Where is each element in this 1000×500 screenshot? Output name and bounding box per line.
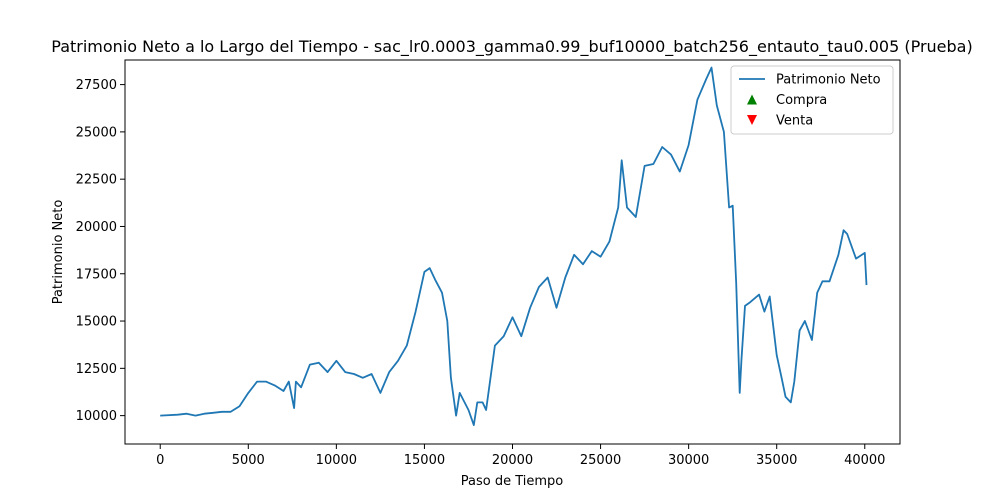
legend-buy-marker [747,94,757,105]
x-axis-label: Paso de Tiempo [461,474,564,489]
series-line-0 [160,66,868,427]
y-axis-label: Patrimonio Neto [51,200,66,305]
y-tick-label: 25000 [76,125,117,140]
x-tick-label: 30000 [668,453,709,468]
x-tick-label: 25000 [580,453,621,468]
x-axis: 0 5000 10000 15000 20000 25000 30000 35000 40000 [156,444,885,468]
x-tick-label: 0 [156,453,164,468]
legend-label: Compra [776,93,827,108]
y-tick-label: 10000 [76,409,117,424]
y-axis: 10000 12500 15000 17500 20000 22500 25000 27500 [76,78,125,424]
x-tick-label: 15000 [404,453,445,468]
legend: Patrimonio Neto Compra Venta [730,65,894,135]
y-tick-label: 12500 [76,362,117,377]
x-tick-label: 40000 [844,453,885,468]
plot-area [160,66,868,427]
y-tick-label: 20000 [76,220,117,235]
y-tick-label: 27500 [76,78,117,93]
legend-label: Venta [776,114,813,129]
chart-title: Patrimonio Neto a lo Largo del Tiempo - … [51,37,972,57]
legend-label: Patrimonio Neto [776,73,881,88]
x-tick-label: 20000 [492,453,533,468]
y-tick-label: 15000 [76,315,117,330]
x-tick-label: 5000 [232,453,265,468]
y-tick-label: 22500 [76,173,117,188]
legend-sell-marker [747,115,757,125]
legend-box [730,65,894,135]
x-tick-label: 35000 [756,453,797,468]
y-tick-label: 17500 [76,267,117,282]
x-tick-label: 10000 [316,453,357,468]
